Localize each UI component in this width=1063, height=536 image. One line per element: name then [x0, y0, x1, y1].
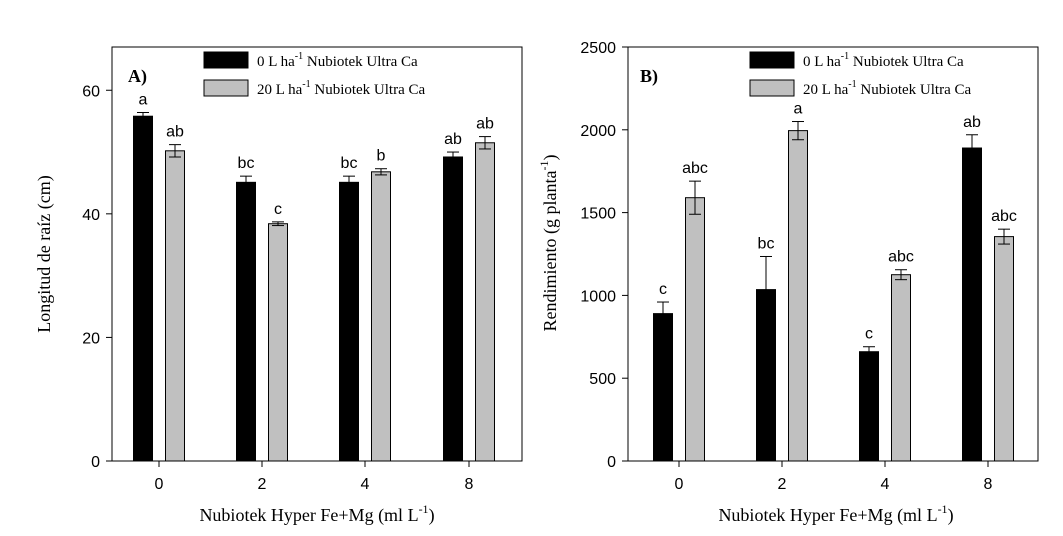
- panel-b-significance-label-s1-c2: abc: [888, 249, 914, 266]
- panel-a-y-tick-label: 0: [91, 454, 100, 471]
- panel-a-bar-s0-c1: [236, 181, 256, 462]
- panel-a-y-tick-label: 60: [82, 83, 100, 100]
- panel-a-significance-label-s1-c3: ab: [476, 116, 494, 133]
- panel-a-legend-label-1: 20 L ha-1 Nubiotek Ultra Ca: [257, 79, 426, 98]
- panel-b-bar-s0-c3: [962, 147, 982, 462]
- panel-b-bar-s1-c0: [685, 197, 705, 462]
- panel-a-y-tick-label: 20: [82, 330, 100, 347]
- panel-b-legend-swatch-0: [749, 51, 795, 69]
- panel-a-legend: 0 L ha-1 Nubiotek Ultra Ca 20 L ha-1 Nub…: [203, 51, 426, 98]
- panel-a-significance-label-s1-c0: ab: [166, 124, 184, 141]
- panel-a-bar-s1-c0: [165, 150, 185, 462]
- panel-a-y-axis-label: Longitud de raíz (cm): [34, 175, 55, 332]
- panel-b-y-tick-label: 1000: [580, 288, 616, 305]
- panel-b-x-tick-label: 0: [675, 476, 684, 493]
- panel-b-significance-label-s1-c1: a: [794, 101, 803, 118]
- panel-b-x-axis-label: Nubiotek Hyper Fe+Mg (ml L-1): [718, 502, 953, 526]
- panel-b-x-tick-label: 4: [881, 476, 890, 493]
- panel-a-bar-s1-c2: [371, 171, 391, 462]
- panel-b-label: B): [640, 66, 658, 87]
- panel-a-bar-s0-c0: [133, 115, 153, 462]
- panel-a-x-tick-label: 0: [155, 476, 164, 493]
- panel-b-y-tick-label: 2500: [580, 40, 616, 57]
- panel-a-legend-swatch-0: [203, 51, 249, 69]
- panel-a-x-tick-label: 4: [361, 476, 370, 493]
- panel-b-chart: B) Rendimiento (g planta-1) Nubiotek Hyp…: [537, 40, 1039, 526]
- panel-b-legend-swatch-1: [749, 79, 795, 97]
- panel-b-bar-s1-c2: [891, 274, 911, 462]
- panel-b-frame: [627, 46, 1039, 462]
- panel-b-significance-label-s0-c2: c: [865, 326, 873, 343]
- panel-b-bar-s0-c0: [653, 313, 673, 462]
- panel-a-significance-label-s1-c1: c: [274, 201, 282, 218]
- panel-b-x-tick-label: 8: [984, 476, 993, 493]
- panel-b-legend-label-0: 0 L ha-1 Nubiotek Ultra Ca: [803, 51, 964, 70]
- panel-a-bar-s1-c1: [268, 223, 288, 462]
- panel-b-significance-label-s1-c0: abc: [682, 160, 708, 177]
- panel-b-y-tick-label: 500: [589, 371, 616, 388]
- panel-b-bar-s0-c2: [859, 351, 879, 462]
- panel-a-label: A): [128, 66, 147, 87]
- panel-b-significance-label-s1-c3: abc: [991, 208, 1017, 225]
- panel-a-significance-label-s0-c0: a: [139, 91, 148, 108]
- panel-a-x-tick-label: 2: [258, 476, 267, 493]
- panel-b-significance-label-s0-c3: ab: [963, 114, 981, 131]
- panel-a-legend-swatch-1: [203, 79, 249, 97]
- panel-a-significance-label-s1-c2: b: [377, 148, 386, 165]
- panel-a-significance-label-s0-c2: bc: [341, 155, 358, 172]
- panel-b-legend: 0 L ha-1 Nubiotek Ultra Ca 20 L ha-1 Nub…: [749, 51, 972, 98]
- panel-b-y-axis-label: Rendimiento (g planta-1): [537, 155, 561, 332]
- panel-a-x-axis-label: Nubiotek Hyper Fe+Mg (ml L-1): [199, 502, 434, 526]
- panel-a-legend-label-0: 0 L ha-1 Nubiotek Ultra Ca: [257, 51, 418, 70]
- panel-a-bar-s0-c3: [443, 156, 463, 462]
- panel-b-bar-s1-c1: [788, 130, 808, 462]
- panel-a-frame: [111, 46, 523, 462]
- panel-a-bar-s0-c2: [339, 181, 359, 462]
- panel-a-bar-s1-c3: [475, 142, 495, 462]
- panel-b-bar-s1-c3: [994, 236, 1014, 462]
- panel-a-significance-label-s0-c3: ab: [444, 131, 462, 148]
- panel-a-significance-label-s0-c1: bc: [238, 155, 255, 172]
- panel-a-y-tick-label: 40: [82, 207, 100, 224]
- panel-b-legend-label-1: 20 L ha-1 Nubiotek Ultra Ca: [803, 79, 972, 98]
- panel-b-y-tick-label: 1500: [580, 206, 616, 223]
- panel-b-significance-label-s0-c1: bc: [758, 235, 775, 252]
- panel-b-significance-label-s0-c0: c: [659, 281, 667, 298]
- panel-b-x-tick-label: 2: [778, 476, 787, 493]
- panel-b-y-tick-label: 2000: [580, 123, 616, 140]
- panel-b-y-tick-label: 0: [607, 454, 616, 471]
- panel-a-x-tick-label: 8: [465, 476, 474, 493]
- panel-a-chart: A) Longitud de raíz (cm) Nubiotek Hyper …: [34, 46, 523, 526]
